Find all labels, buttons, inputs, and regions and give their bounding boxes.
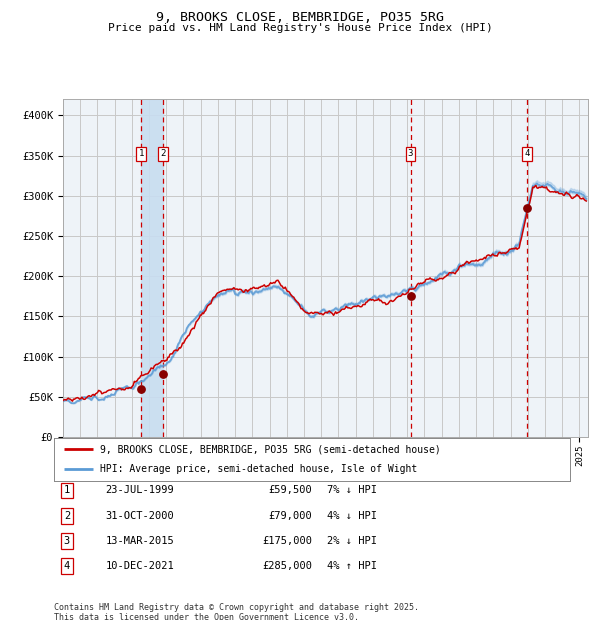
- Text: HPI: Average price, semi-detached house, Isle of Wight: HPI: Average price, semi-detached house,…: [100, 464, 418, 474]
- Text: 4: 4: [524, 149, 529, 158]
- Text: £285,000: £285,000: [262, 561, 312, 571]
- Text: 3: 3: [408, 149, 413, 158]
- Text: 1: 1: [64, 485, 70, 495]
- Text: 2: 2: [64, 511, 70, 521]
- Text: 4: 4: [64, 561, 70, 571]
- Point: [158, 368, 168, 378]
- Text: £79,000: £79,000: [268, 511, 312, 521]
- Text: 2: 2: [161, 149, 166, 158]
- Text: 1: 1: [139, 149, 144, 158]
- Text: Price paid vs. HM Land Registry's House Price Index (HPI): Price paid vs. HM Land Registry's House …: [107, 23, 493, 33]
- Text: £59,500: £59,500: [268, 485, 312, 495]
- Bar: [142, 99, 163, 437]
- Text: 2% ↓ HPI: 2% ↓ HPI: [328, 536, 377, 546]
- Text: 23-JUL-1999: 23-JUL-1999: [106, 485, 175, 495]
- Text: 4% ↑ HPI: 4% ↑ HPI: [328, 561, 377, 571]
- Point: [137, 384, 146, 394]
- Point: [522, 203, 532, 213]
- Text: Contains HM Land Registry data © Crown copyright and database right 2025.
This d: Contains HM Land Registry data © Crown c…: [54, 603, 419, 620]
- Text: 9, BROOKS CLOSE, BEMBRIDGE, PO35 5RG: 9, BROOKS CLOSE, BEMBRIDGE, PO35 5RG: [156, 11, 444, 24]
- Text: 4% ↓ HPI: 4% ↓ HPI: [328, 511, 377, 521]
- Point: [406, 291, 415, 301]
- Text: 3: 3: [64, 536, 70, 546]
- Text: £175,000: £175,000: [262, 536, 312, 546]
- Text: 13-MAR-2015: 13-MAR-2015: [106, 536, 175, 546]
- Text: 9, BROOKS CLOSE, BEMBRIDGE, PO35 5RG (semi-detached house): 9, BROOKS CLOSE, BEMBRIDGE, PO35 5RG (se…: [100, 445, 441, 454]
- Text: 31-OCT-2000: 31-OCT-2000: [106, 511, 175, 521]
- Text: 7% ↓ HPI: 7% ↓ HPI: [328, 485, 377, 495]
- Text: 10-DEC-2021: 10-DEC-2021: [106, 561, 175, 571]
